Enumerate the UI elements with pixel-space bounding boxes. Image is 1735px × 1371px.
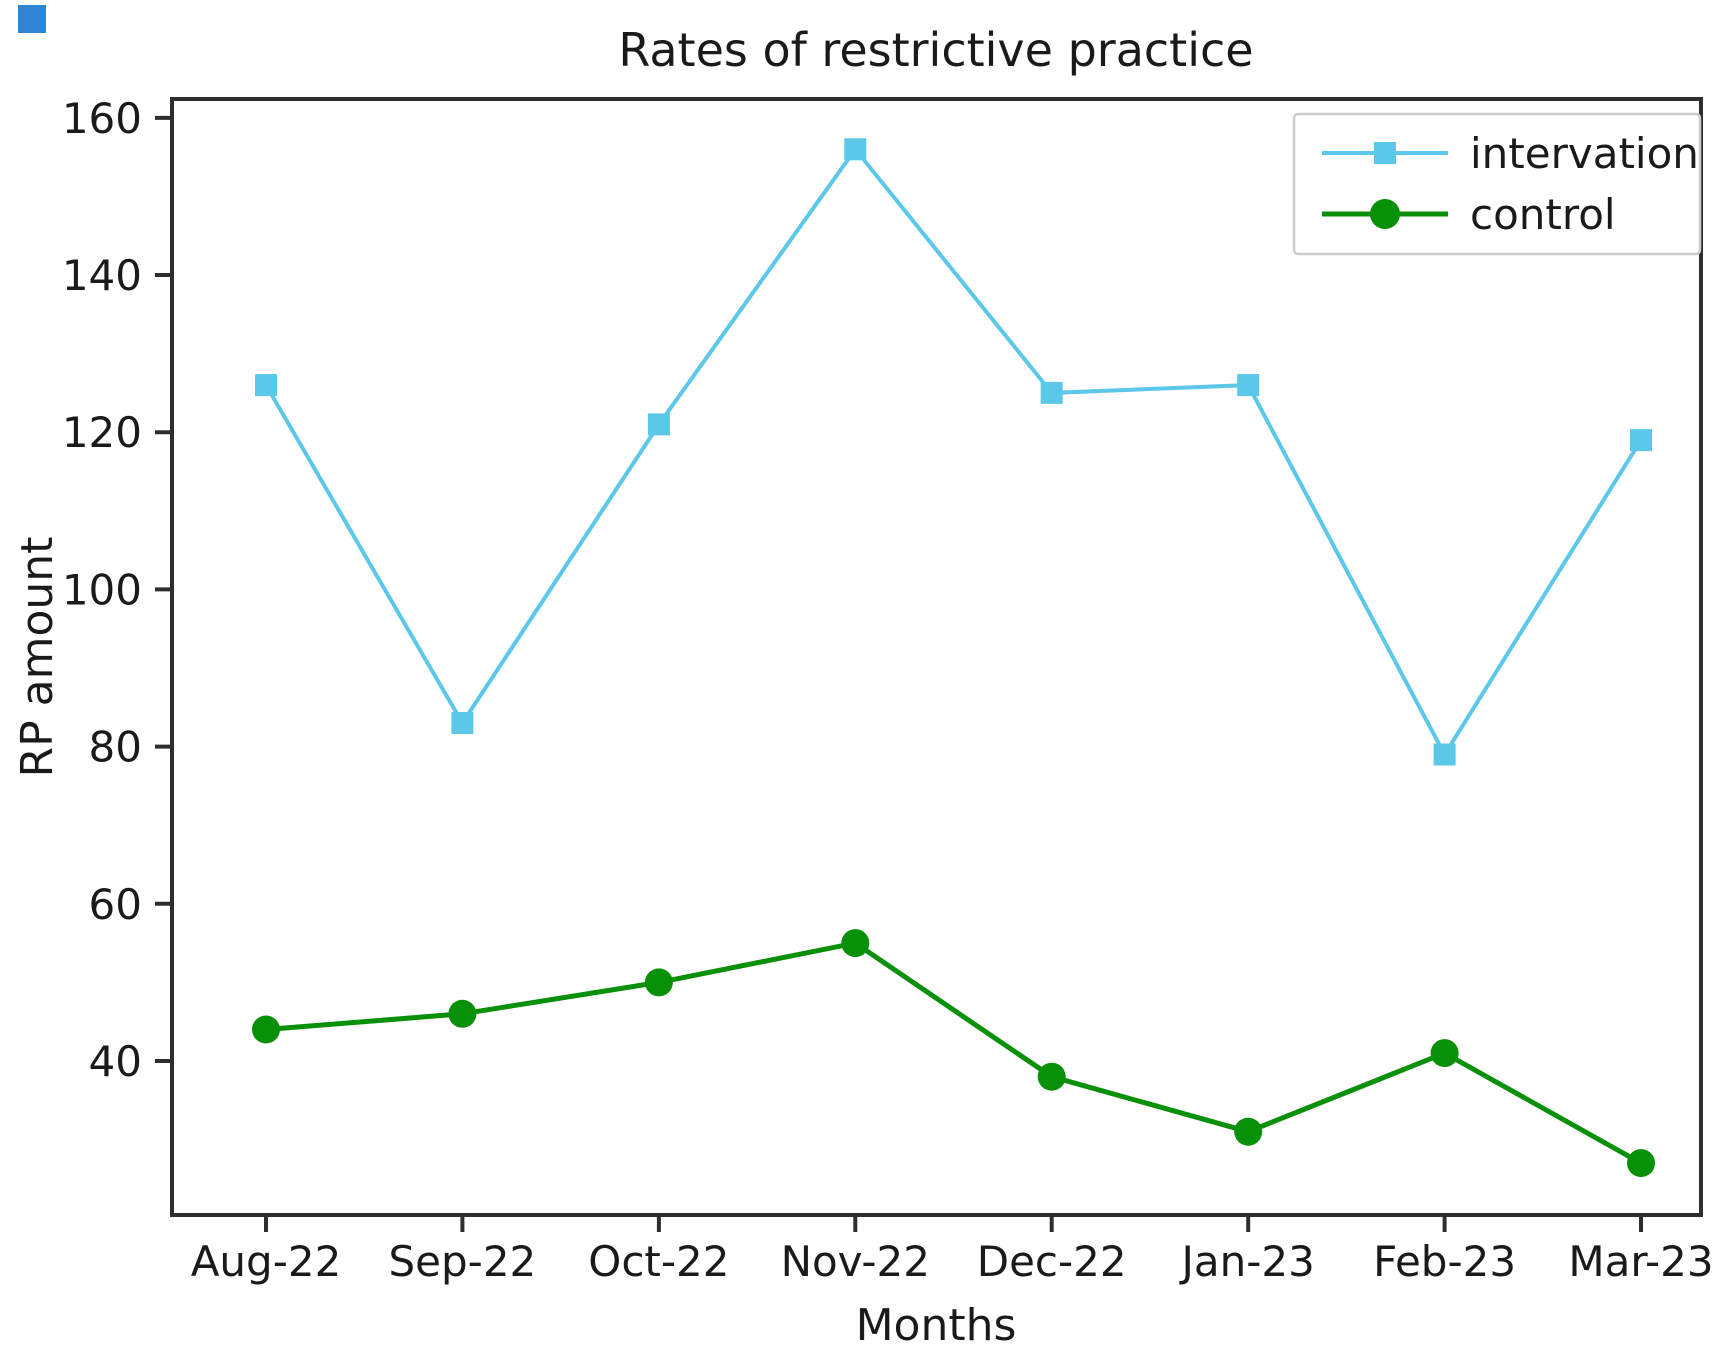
data-point-control-5 — [1234, 1117, 1263, 1146]
y-tick-label: 60 — [89, 880, 142, 929]
data-point-intervation-7 — [1630, 429, 1652, 452]
y-tick-label: 100 — [62, 565, 142, 614]
legend: intervation control — [1292, 112, 1702, 256]
y-tick-label: 160 — [62, 94, 142, 143]
x-tick-label-feb-23: Feb-23 — [1373, 1237, 1516, 1286]
data-point-intervation-0 — [255, 374, 277, 397]
x-tick-label-nov-22: Nov-22 — [781, 1237, 930, 1286]
legend-label-intervation: intervation — [1470, 129, 1699, 178]
legend-marker-intervation — [1374, 142, 1396, 164]
y-axis-ticks: 40 60 80 100 120 140 160 — [62, 94, 172, 1086]
data-point-control-3 — [841, 929, 870, 958]
plot-frame — [170, 97, 1703, 1217]
y-tick-label: 80 — [89, 723, 142, 772]
x-tick-label-dec-22: Dec-22 — [977, 1237, 1127, 1286]
data-point-intervation-5 — [1237, 374, 1260, 397]
x-tick-label-oct-22: Oct-22 — [588, 1237, 729, 1286]
y-tick-label: 140 — [62, 251, 142, 300]
y-axis-label: RP amount — [12, 537, 63, 778]
data-point-intervation-1 — [451, 712, 474, 734]
stray-blue-square-artifact — [18, 5, 46, 33]
x-tick-label-sep-22: Sep-22 — [389, 1237, 537, 1286]
data-series — [252, 138, 1655, 1178]
data-point-intervation-2 — [647, 413, 670, 436]
x-tick-label-mar-23: Mar-23 — [1568, 1237, 1713, 1286]
y-tick-label: 40 — [89, 1037, 142, 1086]
x-tick-label-aug-22: Aug-22 — [191, 1237, 342, 1286]
data-point-control-4 — [1037, 1062, 1066, 1091]
data-point-intervation-6 — [1433, 743, 1456, 766]
legend-marker-control — [1370, 199, 1400, 229]
data-point-control-7 — [1627, 1149, 1655, 1178]
data-point-control-0 — [252, 1015, 280, 1044]
data-point-control-6 — [1430, 1039, 1459, 1068]
data-point-control-2 — [644, 968, 673, 997]
x-tick-label-jan-23: Jan-23 — [1179, 1237, 1315, 1286]
legend-label-control: control — [1470, 190, 1616, 239]
data-point-control-1 — [448, 999, 477, 1028]
y-tick-label: 120 — [62, 408, 142, 457]
series-line-intervation — [264, 145, 1643, 759]
series-line-control — [265, 940, 1643, 1166]
data-point-intervation-3 — [844, 138, 867, 161]
x-axis-ticks: Aug-22 Sep-22 Oct-22 Nov-22 Dec-22 Jan-23 Feb-… — [191, 1215, 1714, 1286]
chart-title: Rates of restrictive practice — [618, 23, 1253, 77]
x-axis-label: Months — [856, 1300, 1017, 1351]
data-point-intervation-4 — [1040, 381, 1063, 404]
